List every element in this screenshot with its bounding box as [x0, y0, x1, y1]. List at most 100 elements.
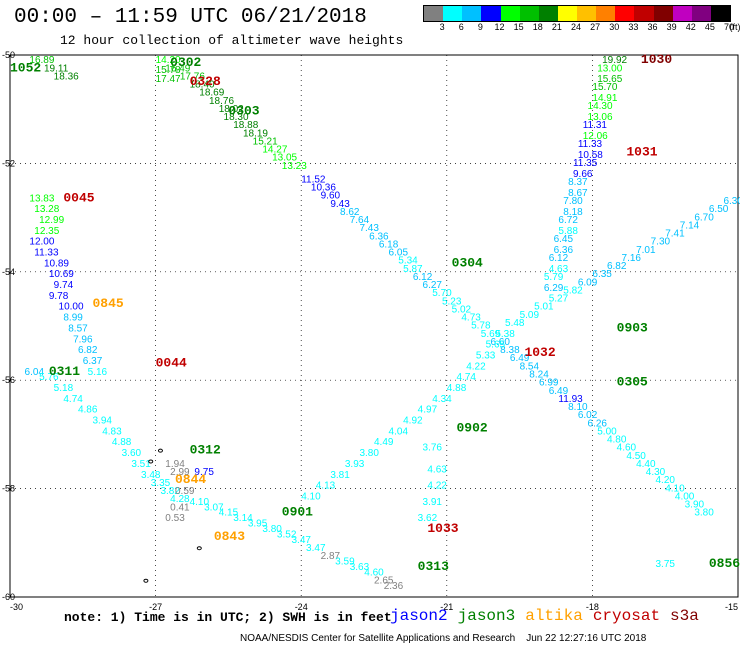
wave-height-value: 12.06: [583, 131, 608, 142]
scale-tick-label: 39: [666, 22, 677, 32]
wave-height-value: 6.02: [578, 410, 598, 421]
island-outline: [143, 578, 149, 583]
wave-height-value: 15.70: [592, 82, 617, 93]
pass-time-label: 1032: [524, 345, 555, 360]
wave-height-value: 19.11: [44, 63, 69, 74]
wave-height-value: 6.60: [490, 337, 510, 348]
scale-swatch: [634, 6, 654, 21]
wave-height-value: 8.38: [500, 345, 520, 356]
wave-height-value: 3.94: [93, 416, 113, 427]
wave-height-value: 4.80: [607, 435, 627, 446]
wave-height-value: 4.88: [447, 383, 467, 394]
wave-height-value: 11.33: [34, 248, 59, 259]
wave-height-value: 7.64: [350, 215, 370, 226]
wave-height-value: 3.80: [359, 448, 379, 459]
wave-height-value: 15.78: [156, 65, 181, 76]
scale-tick-label: 33: [628, 22, 639, 32]
pass-time-label: 0328: [190, 74, 221, 89]
wave-height-value: 10.58: [578, 150, 603, 161]
wave-height-value: 12.99: [39, 215, 64, 226]
lat-tick-label: -56: [2, 375, 15, 385]
scale-tick-label: 70: [723, 22, 735, 32]
wave-height-value: 3.95: [248, 519, 268, 530]
pass-time-label: 0305: [617, 375, 648, 390]
scale-tick-label: 15: [513, 22, 524, 32]
scale-swatch: [653, 6, 673, 21]
wave-height-value: 3.90: [685, 500, 705, 511]
wave-height-value: 9.66: [573, 169, 593, 180]
wave-height-value: 7.43: [359, 223, 379, 234]
pass-time-label: 0845: [93, 296, 124, 311]
wave-height-value: 6.50: [709, 204, 729, 215]
wave-height-value: 4.83: [102, 426, 122, 437]
scale-tick-label: 27: [590, 22, 601, 32]
wave-height-value: 18.69: [199, 88, 224, 99]
wave-height-value: 10.36: [311, 183, 336, 194]
wave-height-value: 4.88: [112, 437, 132, 448]
scale-swatch: [500, 6, 520, 21]
wave-height-value: 4.60: [617, 443, 637, 454]
wave-height-value: 6.27: [423, 280, 443, 291]
scale-swatch: [691, 6, 711, 21]
wave-height-value: 4.49: [374, 437, 394, 448]
scale-swatch: [462, 6, 482, 21]
scale-swatch: [710, 6, 730, 21]
wave-height-value: 5.78: [471, 321, 491, 332]
wave-height-value: 3.47: [291, 535, 311, 546]
wave-height-value: 3.48: [141, 470, 161, 481]
wave-height-value: 9.75: [194, 467, 214, 478]
wave-height-value: 4.00: [675, 491, 695, 502]
credit-line: NOAA/NESDIS Center for Satellite Applica…: [240, 633, 647, 644]
lon-tick-label: -30: [10, 602, 23, 612]
wave-height-value: 8.18: [563, 207, 583, 218]
wave-height-value: 6.36: [369, 231, 389, 242]
wave-height-value: 5.38: [495, 329, 515, 340]
wave-height-value: 6.49: [510, 353, 530, 364]
wave-height-value: 7.41: [665, 229, 685, 240]
wave-height-value: 6.12: [549, 253, 569, 264]
wave-height-value: 6.30: [723, 196, 740, 207]
wave-height-value: 8.57: [68, 323, 88, 334]
wave-height-value: 18.88: [233, 120, 258, 131]
wave-height-value: 6.04: [25, 367, 45, 378]
scale-swatch: [672, 6, 692, 21]
pass-time-label: 1030: [641, 52, 672, 67]
wave-height-value: 5.16: [88, 367, 108, 378]
wave-height-value: 11.52: [301, 174, 326, 185]
wave-height-value: 7.16: [622, 253, 642, 264]
wave-height-value: 4.04: [389, 426, 409, 437]
scale-tick-label: 21: [551, 22, 562, 32]
wave-height-value: 4.86: [78, 405, 98, 416]
wave-height-value: 10.69: [49, 269, 74, 280]
wave-height-value: 3.63: [350, 562, 370, 573]
wave-height-value: 4.97: [418, 405, 438, 416]
scale-tick-label: 36: [647, 22, 658, 32]
pass-time-label: 0311: [49, 364, 80, 379]
wave-height-value: 5.79: [544, 272, 564, 283]
scale-tick-label: 42: [685, 22, 696, 32]
wave-height-value: 5.34: [398, 256, 418, 267]
lon-tick-label: -24: [295, 602, 308, 612]
wave-height-value: 5.09: [520, 310, 540, 321]
color-scale-bar: [423, 5, 731, 22]
pass-time-label: 0304: [452, 255, 483, 270]
wave-height-value: 13.83: [29, 193, 54, 204]
wave-height-value: 11.93: [558, 394, 583, 405]
wave-height-value: 4.92: [403, 416, 423, 427]
wave-height-value: 3.60: [122, 448, 142, 459]
wave-height-value: 8.67: [568, 188, 588, 199]
pass-time-label: 1031: [626, 144, 657, 159]
wave-height-value: 6.82: [78, 345, 98, 356]
wave-height-value: 9.43: [330, 199, 350, 210]
wave-height-value: 15.21: [253, 136, 278, 147]
wave-height-value: 2.65: [374, 575, 394, 586]
scale-swatch: [519, 6, 539, 21]
wave-height-value: 8.99: [63, 313, 83, 324]
wave-height-value: 7.01: [636, 245, 656, 256]
scale-swatch: [538, 6, 558, 21]
scale-swatch: [443, 6, 463, 21]
wave-height-value: 10.89: [44, 258, 69, 269]
wave-height-value: 8.37: [568, 177, 588, 188]
wave-height-value: 5.88: [558, 226, 578, 237]
wave-height-value: 3.75: [655, 559, 675, 570]
